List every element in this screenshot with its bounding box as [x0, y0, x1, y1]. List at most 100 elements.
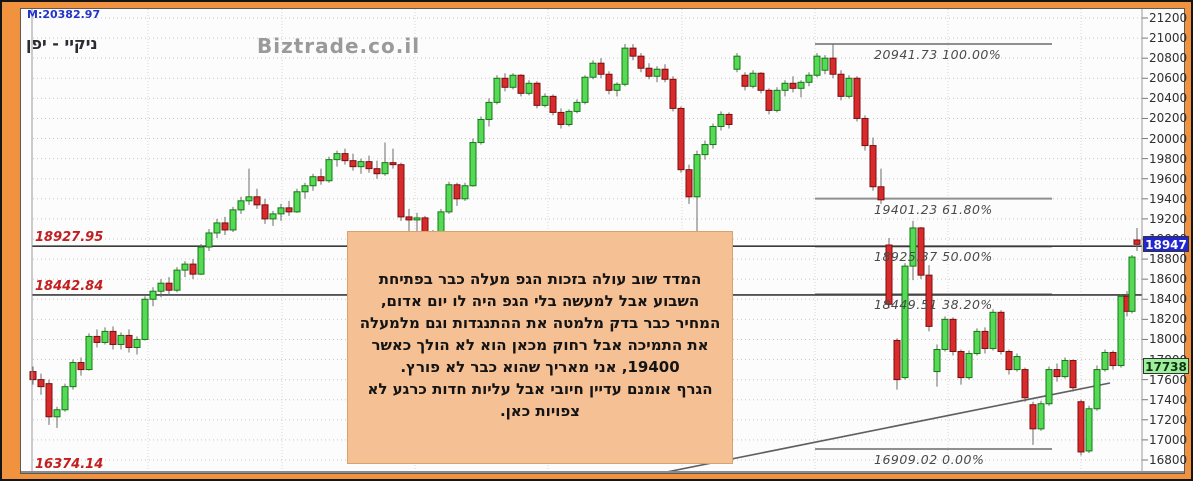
candle-down [837, 70, 845, 101]
candle-up [693, 150, 701, 247]
fib-label-50pct: 18925.37 50.00% [874, 249, 993, 265]
axis-tick-label: 17000 [1149, 432, 1188, 447]
candle-down [949, 317, 957, 356]
candle-up [469, 138, 477, 187]
instrument-title: ניקיי - יפן [26, 34, 98, 53]
candle-down [517, 74, 525, 97]
candle-up [229, 206, 237, 232]
candle-up [461, 182, 469, 201]
candle-down [869, 137, 877, 191]
axis-tick-label: 19600 [1149, 171, 1188, 186]
candle-down [957, 349, 965, 385]
candle-down [861, 115, 869, 151]
axis-tick-label: 19800 [1149, 151, 1188, 166]
candle-down [725, 112, 733, 129]
candle-up [797, 80, 805, 98]
candle-up [445, 181, 453, 214]
indicator-value-label: M:20382.97 [27, 8, 101, 21]
candle-up [293, 188, 301, 213]
axis-tick-label: 17600 [1149, 372, 1188, 387]
candle-down [1005, 349, 1013, 375]
candle-up [85, 333, 93, 371]
candle-down [389, 148, 397, 169]
fib-label-38-2pct: 18449.51 38.20% [874, 297, 993, 313]
candle-up [821, 55, 829, 75]
candle-up [1093, 365, 1101, 411]
candle-down [661, 64, 669, 83]
candle-up [805, 72, 813, 87]
candle-up [621, 44, 629, 87]
candle-down [45, 379, 53, 425]
note-line: 19400, אני מאריך שהוא כבר לא פורץ. [400, 358, 680, 376]
candle-down [453, 182, 461, 206]
analyst-note-annotation[interactable]: המדד שוב עולה בזכות הגפ מעלה כבר בפתיחת … [347, 231, 733, 464]
candle-down [93, 329, 101, 348]
candle-up [477, 116, 485, 145]
candle-down [741, 72, 749, 91]
candle-up [309, 173, 317, 191]
candle-down [997, 310, 1005, 355]
candle-up [909, 220, 917, 281]
axis-tick-label: 19400 [1149, 191, 1188, 206]
candle-up [1045, 366, 1053, 406]
candle-down [1021, 367, 1029, 402]
candle-up [613, 82, 621, 97]
candle-up [325, 156, 333, 183]
candle-up [573, 99, 581, 114]
candle-up [565, 109, 573, 127]
axis-tick-label: 18600 [1149, 272, 1188, 287]
candle-up [717, 111, 725, 131]
candle-up [845, 75, 853, 99]
candle-up [1037, 400, 1045, 431]
candle-down [533, 81, 541, 109]
candle-up [277, 203, 285, 221]
candle-down [501, 73, 509, 92]
candle-up [381, 142, 389, 176]
candle-down [189, 259, 197, 280]
candle-up [133, 336, 141, 355]
candle-up [1128, 255, 1136, 314]
candle-down [373, 160, 381, 179]
candle-down [285, 200, 293, 216]
candle-down [1109, 350, 1117, 370]
candle-down [1053, 363, 1061, 382]
candle-down [981, 327, 989, 354]
candle-up [301, 182, 309, 199]
candle-down [365, 155, 373, 173]
fib-label-100pct: 20941.73 100.00% [874, 46, 1002, 62]
candle-up [357, 158, 365, 174]
candle-down [1029, 401, 1037, 445]
candle-up [237, 196, 245, 214]
candle-up [541, 93, 549, 108]
candle-up [205, 228, 213, 252]
candle-down [109, 326, 117, 350]
axis-tick-label: 20000 [1149, 131, 1188, 146]
candle-down [397, 162, 405, 221]
candle-down [677, 106, 685, 173]
candle-up [117, 332, 125, 350]
candle-down [29, 366, 37, 385]
site-watermark: Biztrade.co.il [257, 34, 421, 58]
candle-down [645, 63, 653, 80]
support-price-label-18442: 18442.84 [35, 278, 104, 294]
candle-up [181, 261, 189, 278]
candle-up [333, 150, 341, 167]
axis-tick-label: 17200 [1149, 412, 1188, 427]
candle-down [77, 357, 85, 376]
candle-up [53, 406, 61, 428]
axis-tick-label: 18000 [1149, 332, 1188, 347]
candle-up [773, 87, 781, 113]
candle-up [1013, 353, 1021, 372]
candle-up [149, 287, 157, 307]
candle-up [781, 80, 789, 97]
candle-down [349, 153, 357, 171]
candle-down [685, 164, 693, 204]
last-price-badge: 18947 [1143, 236, 1189, 253]
candle-up [525, 80, 533, 96]
axis-tick-label: 19200 [1149, 211, 1188, 226]
candle-down [893, 338, 901, 390]
candle-up [653, 66, 661, 83]
axis-tick-label: 21000 [1149, 31, 1188, 46]
axis-tick-label: 17400 [1149, 392, 1188, 407]
